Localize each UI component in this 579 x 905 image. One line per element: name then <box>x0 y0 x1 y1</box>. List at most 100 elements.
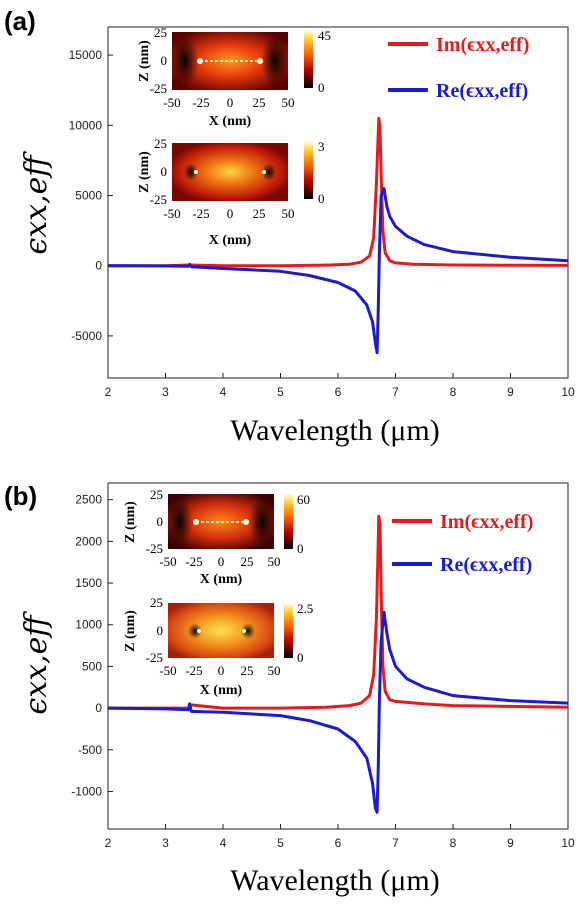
svg-text:0: 0 <box>157 514 164 529</box>
field-inset-a2: 3 0 25 0 -25 -50 -25 0 25 50 X (nm) Z (n… <box>137 136 325 248</box>
svg-text:-50: -50 <box>163 206 180 221</box>
legend-label-im-b: Im(ϵxx,eff) <box>440 511 533 533</box>
panel-label-b: (b) <box>4 481 37 511</box>
svg-text:Z (nm): Z (nm) <box>123 501 138 543</box>
x-tick-label: 4 <box>220 385 227 399</box>
svg-text:0: 0 <box>297 541 304 556</box>
svg-text:-25: -25 <box>192 95 209 110</box>
x-tick-label: 10 <box>561 836 575 850</box>
x-tick-label: 6 <box>335 385 342 399</box>
svg-text:-25: -25 <box>192 206 209 221</box>
svg-text:-50: -50 <box>159 663 176 678</box>
y-tick-label: 10000 <box>69 118 103 132</box>
svg-text:Z (nm): Z (nm) <box>137 151 152 193</box>
legend-a: Im(ϵxx,eff) Re(ϵxx,eff) <box>388 34 529 102</box>
y-axis-label-a: ϵxx,eff <box>19 151 54 255</box>
svg-text:0: 0 <box>297 650 304 665</box>
svg-text:50: 50 <box>282 95 295 110</box>
series-lines-a <box>107 116 569 355</box>
series-line-re-a <box>107 187 569 355</box>
x-tick-label: 8 <box>450 385 457 399</box>
x-tick-label: 2 <box>105 385 112 399</box>
panel-b: (b) 2 3 4 5 6 7 8 9 10-1000-50005001000150020002… <box>4 481 575 897</box>
svg-text:0: 0 <box>318 80 325 95</box>
x-tick-label: 4 <box>220 836 227 850</box>
svg-text:45: 45 <box>318 28 331 43</box>
panel-label-a: (a) <box>4 6 36 36</box>
series-line-re-b <box>107 610 569 814</box>
svg-text:-25: -25 <box>146 650 163 665</box>
svg-text:0: 0 <box>161 53 168 68</box>
svg-text:3: 3 <box>318 139 325 154</box>
svg-text:-25: -25 <box>185 554 202 569</box>
svg-text:50: 50 <box>268 554 281 569</box>
svg-text:0: 0 <box>161 164 168 179</box>
svg-text:-50: -50 <box>159 554 176 569</box>
y-tick-label: 0 <box>95 259 102 273</box>
series-lines-b <box>107 514 569 814</box>
svg-text:25: 25 <box>253 206 266 221</box>
legend-b: Im(ϵxx,eff) Re(ϵxx,eff) <box>392 511 533 576</box>
svg-text:50: 50 <box>282 206 295 221</box>
svg-text:-25: -25 <box>150 192 167 207</box>
svg-text:0: 0 <box>218 554 225 569</box>
svg-text:25: 25 <box>150 595 163 610</box>
y-axis-label-b: ϵxx,eff <box>19 611 54 715</box>
svg-text:-50: -50 <box>163 95 180 110</box>
svg-text:25: 25 <box>241 663 254 678</box>
svg-text:X (nm): X (nm) <box>200 683 243 698</box>
svg-text:-25: -25 <box>150 81 167 96</box>
y-tick-label: 2500 <box>75 493 102 507</box>
x-tick-label: 8 <box>450 836 457 850</box>
y-tick-label: 1000 <box>75 618 102 632</box>
x-axis-label-a: Wavelength (μm) <box>230 414 439 447</box>
x-tick-label: 7 <box>392 836 399 850</box>
x-tick-label: 3 <box>162 836 169 850</box>
svg-text:Z (nm): Z (nm) <box>123 610 138 652</box>
x-tick-label: 3 <box>162 385 169 399</box>
x-tick-label: 2 <box>105 836 112 850</box>
series-line-im-b <box>108 514 569 710</box>
x-tick-label: 10 <box>561 385 575 399</box>
svg-text:25: 25 <box>241 554 254 569</box>
svg-text:2.5: 2.5 <box>297 601 313 616</box>
svg-text:X (nm): X (nm) <box>209 233 252 248</box>
y-tick-label: -5000 <box>71 329 102 343</box>
x-tick-label: 7 <box>392 385 399 399</box>
y-tick-label: -500 <box>78 743 102 757</box>
svg-text:0: 0 <box>318 191 325 206</box>
y-tick-label: 1500 <box>75 576 102 590</box>
legend-label-re-b: Re(ϵxx,eff) <box>440 554 532 576</box>
svg-text:0: 0 <box>227 206 234 221</box>
series-line-im-a <box>108 116 569 268</box>
x-tick-label: 9 <box>507 385 514 399</box>
x-tick-label: 5 <box>277 385 284 399</box>
svg-text:0: 0 <box>157 623 164 638</box>
svg-text:25: 25 <box>154 136 167 151</box>
x-axis-label-b: Wavelength (μm) <box>230 864 439 897</box>
legend-label-im-a: Im(ϵxx,eff) <box>436 34 529 56</box>
svg-text:X (nm): X (nm) <box>209 114 252 129</box>
y-tick-label: 15000 <box>69 48 103 62</box>
x-tick-label: 9 <box>507 836 514 850</box>
svg-text:25: 25 <box>253 95 266 110</box>
colorbar-b1 <box>284 494 293 549</box>
svg-text:25: 25 <box>154 25 167 40</box>
field-inset-a1: 45 0 25 0 -25 -50 -25 0 25 50 X (nm) Z (… <box>137 25 331 129</box>
svg-text:X (nm): X (nm) <box>200 572 243 587</box>
svg-text:0: 0 <box>227 95 234 110</box>
y-tick-label: -1000 <box>71 784 102 798</box>
colorbar-a2 <box>304 141 313 199</box>
y-tick-label: 500 <box>82 659 102 673</box>
field-inset-b2: 2.5 0 25 0 -25 -50 -25 0 25 50 X (nm) Z … <box>123 595 313 698</box>
svg-text:-25: -25 <box>185 663 202 678</box>
x-tick-label: 6 <box>335 836 342 850</box>
y-tick-label: 0 <box>95 701 102 715</box>
svg-text:0: 0 <box>218 663 225 678</box>
svg-text:Z (nm): Z (nm) <box>137 40 152 82</box>
field-map-b2 <box>168 603 274 658</box>
